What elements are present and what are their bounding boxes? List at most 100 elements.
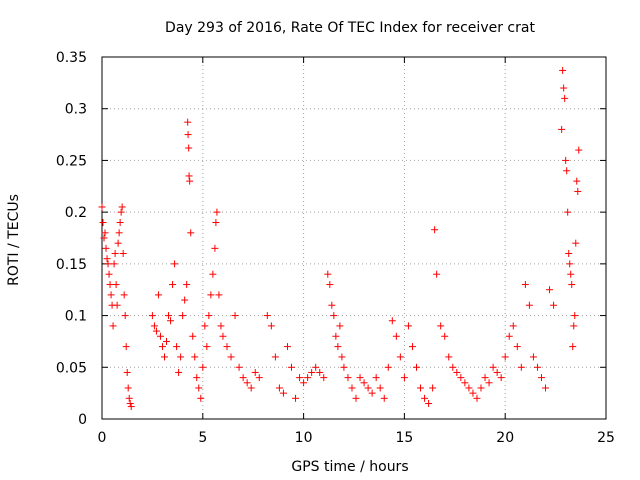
data-point xyxy=(501,353,509,361)
data-point xyxy=(457,374,465,382)
data-point xyxy=(171,260,179,268)
data-point xyxy=(571,312,579,320)
axis-ticks: 0 5 10 15 20 25 0 0.05 0.1 0.15 0.2 0.25 0.3 0.35 xyxy=(56,50,615,446)
data-point xyxy=(104,260,112,268)
data-point xyxy=(493,368,501,376)
data-point xyxy=(207,291,215,299)
data-point xyxy=(340,363,348,371)
data-point xyxy=(117,208,125,216)
data-point xyxy=(103,255,111,263)
data-point xyxy=(209,270,217,278)
data-point xyxy=(124,384,132,392)
data-point xyxy=(114,239,122,247)
data-point xyxy=(167,317,175,325)
y-tick-label: 0.1 xyxy=(65,309,87,325)
data-point xyxy=(231,312,239,320)
data-point xyxy=(330,312,338,320)
data-point xyxy=(566,260,574,268)
data-point xyxy=(384,363,392,371)
data-point xyxy=(111,250,119,258)
data-point xyxy=(344,374,352,382)
data-point xyxy=(481,374,489,382)
data-point xyxy=(348,384,356,392)
data-point xyxy=(412,363,420,371)
x-tick-label: 5 xyxy=(198,430,207,446)
y-tick-label: 0.25 xyxy=(56,153,87,169)
data-point xyxy=(102,244,110,252)
data-point xyxy=(292,394,300,402)
data-point xyxy=(181,296,189,304)
data-point xyxy=(126,399,134,407)
data-point xyxy=(173,343,181,351)
data-point xyxy=(533,363,541,371)
data-point xyxy=(513,343,521,351)
y-tick-label: 0.2 xyxy=(65,205,87,221)
data-point xyxy=(328,301,336,309)
data-point xyxy=(332,332,340,340)
data-point xyxy=(217,322,225,330)
grid-lines xyxy=(102,57,606,419)
data-point xyxy=(429,384,437,392)
data-point xyxy=(372,374,380,382)
data-point xyxy=(219,332,227,340)
data-point xyxy=(489,363,497,371)
y-tick-label: 0.15 xyxy=(56,257,87,273)
data-point xyxy=(158,343,166,351)
data-point xyxy=(119,250,127,258)
data-point xyxy=(388,317,396,325)
data-point xyxy=(154,291,162,299)
data-point xyxy=(392,332,400,340)
data-point xyxy=(360,379,368,387)
data-point xyxy=(251,368,259,376)
data-point xyxy=(559,66,567,74)
data-point xyxy=(197,394,205,402)
data-point xyxy=(148,312,156,320)
y-tick-label: 0.05 xyxy=(56,360,87,376)
data-point xyxy=(525,301,533,309)
chart-title: Day 293 of 2016, Rate Of TEC Index for r… xyxy=(165,20,535,36)
data-point xyxy=(334,343,342,351)
data-point xyxy=(125,394,133,402)
data-point xyxy=(312,363,320,371)
y-tick-label: 0.35 xyxy=(56,50,87,66)
data-point xyxy=(417,384,425,392)
data-point xyxy=(189,332,197,340)
data-point xyxy=(215,291,223,299)
data-point xyxy=(223,343,231,351)
x-tick-label: 20 xyxy=(496,430,514,446)
data-point xyxy=(376,384,384,392)
data-point xyxy=(205,312,213,320)
data-point xyxy=(152,327,160,335)
data-point xyxy=(99,218,107,226)
data-point xyxy=(574,187,582,195)
data-point xyxy=(568,281,576,289)
data-point xyxy=(122,343,130,351)
data-point xyxy=(505,332,513,340)
data-point xyxy=(239,374,247,382)
data-point xyxy=(185,172,193,180)
data-point xyxy=(179,312,187,320)
data-point xyxy=(106,281,114,289)
data-point xyxy=(445,353,453,361)
data-point xyxy=(195,384,203,392)
x-tick-label: 25 xyxy=(597,430,615,446)
data-point xyxy=(537,374,545,382)
data-point xyxy=(213,208,221,216)
data-point xyxy=(121,312,129,320)
data-point xyxy=(203,343,211,351)
data-point xyxy=(169,281,177,289)
data-point xyxy=(356,374,364,382)
data-point xyxy=(160,353,168,361)
data-point xyxy=(449,363,457,371)
data-point xyxy=(326,281,334,289)
data-point xyxy=(380,394,388,402)
data-point xyxy=(529,353,537,361)
data-point xyxy=(263,312,271,320)
data-point xyxy=(546,286,554,294)
data-point xyxy=(165,312,173,320)
data-point xyxy=(497,374,505,382)
data-point xyxy=(98,203,106,211)
data-point xyxy=(352,394,360,402)
data-point xyxy=(561,94,569,102)
